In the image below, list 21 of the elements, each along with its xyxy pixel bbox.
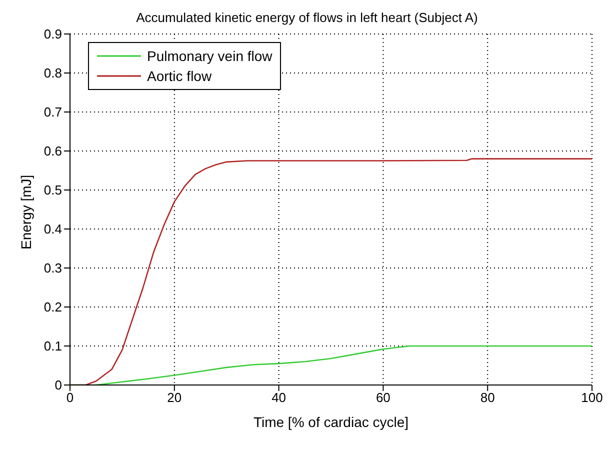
x-tick-label: 80 [480, 390, 495, 406]
x-tick-label: 0 [66, 390, 74, 406]
y-tick-label: 0.6 [44, 144, 62, 159]
legend-label: Pulmonary vein flow [147, 47, 272, 66]
x-axis-title: Time [% of cardiac cycle] [253, 414, 409, 430]
y-axis-title: Energy [mJ] [18, 174, 34, 250]
y-tick-label: 0.7 [44, 104, 62, 120]
legend-label: Aortic flow [147, 67, 212, 86]
y-tick-label: 0.9 [44, 26, 62, 42]
y-tick-label: 0.8 [44, 66, 62, 81]
x-tick-label: 40 [272, 390, 286, 406]
y-tick-label: 0.1 [44, 338, 62, 354]
y-tick-label: 0.3 [44, 260, 62, 276]
x-tick-label: 20 [167, 390, 182, 406]
x-tick-label: 100 [581, 390, 603, 406]
x-tick-label: 60 [376, 390, 390, 406]
y-tick-label: 0 [54, 378, 62, 393]
y-tick-label: 0.5 [44, 182, 62, 198]
y-tick-label: 0.4 [44, 222, 62, 237]
chart-title: Accumulated kinetic energy of flows in left heart (Subject A) [135, 10, 479, 25]
y-tick-label: 0.2 [44, 300, 62, 315]
